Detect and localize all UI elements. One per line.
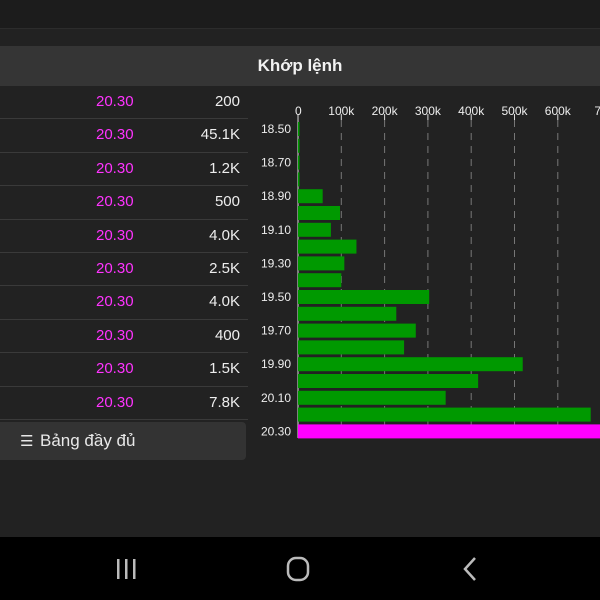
trade-volume: 500 <box>214 193 240 211</box>
system-nav-bar <box>0 537 600 600</box>
bar <box>298 273 342 288</box>
x-tick-label: 600k <box>545 104 572 118</box>
x-tick-label: 500k <box>501 104 528 118</box>
top-bar <box>0 0 600 29</box>
bar <box>298 155 300 170</box>
x-tick-label: 100k <box>328 104 355 118</box>
table-row: 20.30 4.0K <box>0 220 248 253</box>
bar <box>298 256 345 271</box>
bar <box>298 122 300 136</box>
x-tick-label: 200k <box>372 104 399 118</box>
bar <box>298 357 523 372</box>
table-row: 20.30 1.5K <box>0 353 248 387</box>
highlight-bar <box>298 424 600 439</box>
bar <box>298 206 341 220</box>
table-row: 20.30 1.2K <box>0 153 248 187</box>
home-icon[interactable] <box>278 553 318 585</box>
bar <box>298 306 397 321</box>
back-icon[interactable] <box>450 553 490 585</box>
bar <box>298 290 430 304</box>
bar <box>298 407 591 422</box>
trade-volume: 7.8K <box>209 393 240 411</box>
trade-price: 20.30 <box>96 326 134 344</box>
trade-price: 20.30 <box>96 159 134 177</box>
trade-price: 20.30 <box>96 259 134 277</box>
volume-by-price-chart: 0 100k 200k 300k 400k 500k 600k 70 18.50 18.70 18.… <box>261 104 600 439</box>
x-tick-label: 400k <box>458 104 485 118</box>
table-row: 20.30 400 <box>0 320 248 354</box>
x-tick-label: 300k <box>415 104 442 118</box>
trade-volume: 1.5K <box>209 360 240 378</box>
table-row: 20.30 45.1K <box>0 119 248 153</box>
table-row: 20.30 4.0K <box>0 286 248 320</box>
recents-icon[interactable] <box>106 553 146 585</box>
y-tick-label: 19.70 <box>261 324 291 338</box>
list-icon: ☰ <box>20 433 34 450</box>
section-title: Khớp lệnh <box>257 56 343 75</box>
trade-volume: 200 <box>214 93 240 110</box>
trade-volume: 4.0K <box>209 226 240 244</box>
trade-price: 20.30 <box>96 193 134 211</box>
y-tick-label: 20.30 <box>261 424 291 438</box>
section-header: Khớp lệnh <box>0 46 600 86</box>
trade-volume: 4.0K <box>209 293 240 311</box>
trade-table: 20.30 200 20.30 45.1K 20.30 1.2K 20.30 5… <box>0 86 248 420</box>
trade-price: 20.30 <box>96 293 134 311</box>
full-table-label: Bảng đầy đủ <box>40 431 136 450</box>
x-tick-label: 0 <box>295 104 302 118</box>
y-tick-label: 19.50 <box>261 290 291 304</box>
y-tick-label: 18.50 <box>261 122 291 136</box>
y-tick-label: 19.90 <box>261 357 291 371</box>
bar <box>298 239 357 254</box>
bar <box>298 323 416 338</box>
bar <box>298 340 405 355</box>
trade-volume: 2.5K <box>209 259 240 277</box>
y-tick-label: 20.10 <box>261 391 291 405</box>
y-tick-label: 18.70 <box>261 156 291 170</box>
trade-volume: 400 <box>214 326 240 344</box>
trade-price: 20.30 <box>96 393 134 411</box>
bar <box>298 138 300 153</box>
y-tick-label: 19.10 <box>261 223 291 237</box>
table-row: 20.30 2.5K <box>0 253 248 287</box>
trade-volume: 45.1K <box>200 126 240 144</box>
bar <box>298 374 479 388</box>
bar <box>298 390 446 405</box>
bar <box>298 222 331 237</box>
trade-price: 20.30 <box>96 360 134 378</box>
trade-price: 20.30 <box>96 93 134 110</box>
table-row: 20.30 500 <box>0 186 248 220</box>
bar <box>298 172 300 187</box>
trade-price: 20.30 <box>96 226 134 244</box>
table-row: 20.30 200 <box>0 86 248 120</box>
trade-price: 20.30 <box>96 126 134 144</box>
full-table-button[interactable]: ☰ Bảng đầy đủ <box>0 422 246 460</box>
bar <box>298 189 323 204</box>
y-tick-label: 18.90 <box>261 189 291 203</box>
x-tick-label: 70 <box>594 104 600 118</box>
y-tick-label: 19.30 <box>261 256 291 270</box>
trade-volume: 1.2K <box>209 159 240 177</box>
table-row: 20.30 7.8K <box>0 387 248 420</box>
